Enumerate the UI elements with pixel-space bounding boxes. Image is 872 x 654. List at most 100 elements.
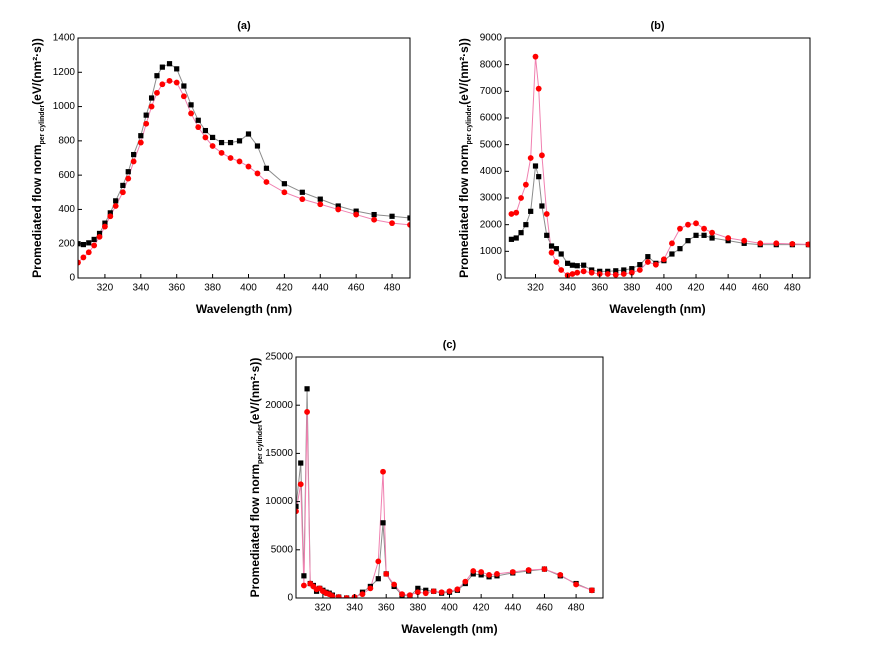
marker [80, 254, 87, 261]
marker [677, 225, 683, 232]
marker [304, 409, 310, 415]
y-axis-label: Promediated flow normper cylinder(eV/(nm… [248, 358, 264, 598]
marker [86, 240, 92, 246]
x-tick-label: 440 [720, 283, 737, 294]
plot [78, 61, 410, 266]
marker [335, 594, 342, 598]
marker [522, 181, 529, 188]
marker [620, 271, 627, 277]
marker [709, 229, 715, 236]
marker [102, 220, 108, 226]
marker [304, 386, 310, 392]
marker [558, 267, 565, 273]
marker [741, 237, 748, 244]
marker [612, 271, 619, 278]
marker [693, 232, 699, 238]
marker [375, 558, 382, 565]
marker [513, 235, 519, 241]
marker [543, 211, 550, 217]
x-tick-label: 360 [378, 603, 395, 614]
marker [218, 149, 225, 156]
marker [236, 158, 243, 165]
subplot: 0 200 400 600 800 1000 1200 1400 320 340 360 380 400… [30, 20, 411, 316]
marker [209, 134, 216, 141]
marker [296, 503, 299, 510]
y-tick-label: 200 [58, 238, 75, 249]
x-tick-label: 380 [204, 283, 221, 294]
x-tick-label: 480 [384, 283, 401, 294]
x-axis-label: Wavelength (nm) [609, 302, 705, 316]
marker [245, 163, 252, 170]
marker [78, 259, 81, 266]
marker [573, 581, 579, 588]
chart-title: (b) [650, 20, 664, 32]
marker [359, 591, 366, 598]
marker [113, 198, 119, 204]
y-label-unit: (eV/(nm²·s)) [248, 358, 262, 425]
marker [652, 261, 659, 268]
marker [383, 571, 390, 577]
x-tick-label: 480 [784, 283, 801, 294]
marker [298, 460, 304, 466]
marker [415, 585, 421, 591]
marker [407, 215, 410, 221]
marker [513, 209, 520, 216]
marker [613, 268, 619, 274]
x-tick-label: 400 [441, 603, 458, 614]
marker [644, 259, 651, 265]
plot-frame [504, 37, 811, 279]
y-label-sub: per cylinder [257, 424, 264, 464]
marker [367, 585, 374, 592]
marker [407, 592, 413, 598]
marker [645, 254, 651, 260]
marker [535, 85, 542, 92]
x-tick-label: 460 [752, 283, 769, 294]
y-label-main: Promediated flow norm [457, 145, 471, 278]
marker [91, 236, 97, 243]
y-axis-label: Promediated flow normper cylinder(eV/(nm… [457, 38, 473, 278]
marker [581, 262, 587, 268]
marker [470, 568, 477, 574]
marker [557, 571, 564, 578]
marker [558, 251, 564, 257]
marker [263, 179, 270, 185]
chart-title: (a) [237, 20, 251, 32]
y-label-main: Promediated flow norm [30, 145, 44, 278]
x-tick-label: 460 [348, 283, 365, 294]
marker [773, 240, 780, 247]
marker [574, 269, 581, 276]
marker [173, 79, 180, 86]
marker [693, 220, 699, 227]
y-tick-label: 5000 [480, 139, 503, 150]
x-tick-label: 420 [276, 283, 293, 294]
marker [701, 225, 707, 232]
marker [414, 589, 421, 596]
marker [131, 151, 137, 158]
y-label-unit: (eV/(nm²·s)) [457, 38, 471, 105]
marker [677, 246, 683, 252]
plot [508, 53, 810, 278]
marker [669, 251, 675, 257]
marker [218, 139, 225, 146]
marker [335, 206, 342, 213]
marker [195, 124, 202, 131]
marker [202, 134, 209, 141]
y-label-sub: per cylinder [39, 105, 46, 145]
x-tick-label: 440 [504, 603, 521, 614]
y-tick-label: 4000 [480, 166, 503, 177]
series-line [296, 388, 593, 598]
marker [371, 216, 378, 223]
x-tick-label: 380 [623, 283, 640, 294]
marker [518, 230, 524, 236]
x-axis-label: Wavelength (nm) [401, 622, 497, 636]
marker [254, 170, 261, 177]
marker [119, 189, 126, 196]
marker [454, 586, 461, 593]
marker [353, 208, 359, 214]
y-tick-label: 3000 [480, 193, 503, 204]
marker [85, 249, 92, 256]
plot-frame [295, 356, 604, 599]
x-tick-label: 380 [410, 603, 427, 614]
marker [301, 573, 307, 579]
